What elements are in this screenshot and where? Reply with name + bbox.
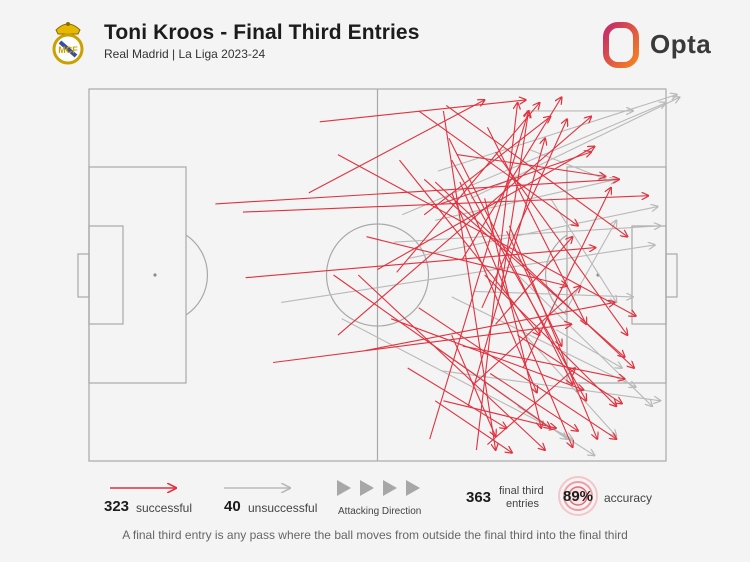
successful-pass — [487, 368, 575, 446]
successful-pass — [434, 400, 512, 453]
opta-brand-text: Opta — [650, 29, 712, 59]
successful-pass — [396, 103, 540, 273]
successful-pass — [423, 116, 550, 216]
successful-pass — [451, 159, 587, 401]
successful-pass — [489, 373, 578, 431]
successful-pass — [391, 318, 583, 390]
accuracy-label: accuracy — [604, 491, 653, 505]
unsuccessful-pass — [451, 296, 636, 387]
accuracy-value: 89% — [563, 488, 594, 505]
successful-pass — [484, 274, 617, 406]
successful-pass — [215, 179, 619, 205]
center-circle — [325, 223, 430, 327]
accuracy-ring-icon — [558, 476, 598, 516]
successful-pass — [399, 159, 540, 335]
left-penalty-arc — [185, 234, 208, 316]
successful-pass — [377, 146, 595, 270]
successful-pass — [434, 181, 634, 368]
successful-pass — [443, 400, 556, 428]
successful-pass — [242, 196, 649, 213]
successful-pass — [445, 104, 627, 236]
successful-pass — [451, 192, 537, 393]
unsuccessful-pass — [407, 207, 658, 260]
unsuccessful-pass — [401, 103, 666, 216]
left-penalty-spot — [153, 273, 157, 277]
page-title: Toni Kroos - Final Third Entries — [104, 21, 420, 44]
right-penalty-box — [566, 166, 667, 384]
successful-pass — [333, 274, 551, 428]
successful-pass — [429, 111, 529, 440]
unsuccessful-pass — [511, 269, 652, 407]
right-goal — [665, 253, 678, 298]
unsuccessful-label: unsuccessful — [248, 501, 318, 515]
successful-pass — [273, 324, 571, 364]
right-six-yard-box — [631, 225, 667, 325]
left-six-yard-box — [88, 225, 124, 325]
successful-pass — [495, 237, 573, 325]
successful-pass — [337, 116, 591, 336]
successful-pass — [418, 110, 578, 226]
successful-passes — [215, 97, 648, 453]
attacking-direction-label: Attacking Direction — [338, 506, 422, 517]
successful-pass — [459, 181, 573, 447]
unsuccessful-pass — [555, 329, 622, 368]
entries-count: 363 — [466, 489, 492, 506]
successful-pass — [442, 110, 495, 450]
opta-logo-icon — [603, 22, 639, 68]
successful-pass — [245, 248, 596, 279]
unsuccessful-pass — [550, 198, 617, 302]
successful-pass — [407, 367, 507, 428]
header: MCF Toni Kroos - Final Third Entries Rea… — [0, 0, 750, 80]
successful-pass — [508, 225, 597, 439]
pitch-markings — [77, 88, 678, 462]
svg-text:MCF: MCF — [58, 45, 78, 55]
successful-pass — [522, 188, 611, 369]
entries-label-line1: final third — [499, 485, 544, 497]
successful-pass — [481, 119, 567, 309]
unsuccessful-pass — [341, 318, 573, 439]
successful-pass — [357, 274, 545, 450]
footer-note: A final third entry is any pass where th… — [122, 528, 628, 542]
successful-pass — [418, 307, 617, 439]
successful-label: successful — [136, 501, 193, 515]
successful-pass — [467, 138, 545, 407]
left-goal — [77, 253, 90, 298]
successful-pass — [462, 345, 625, 379]
entries-label-line2: entries — [506, 498, 540, 510]
successful-pass — [500, 111, 528, 289]
unsuccessful-pass — [435, 179, 616, 221]
successful-count: 323 — [104, 498, 130, 515]
real-madrid-crest-icon: MCF — [52, 22, 84, 65]
attacking-direction-arrows-icon — [337, 480, 420, 496]
successful-pass — [486, 127, 586, 324]
successful-pass — [319, 100, 526, 123]
left-penalty-box — [88, 166, 187, 384]
page-subtitle: Real Madrid | La Liga 2023-24 — [104, 47, 266, 61]
unsuccessful-pass — [437, 95, 677, 172]
successful-pass — [365, 302, 615, 352]
successful-pass — [462, 97, 562, 259]
successful-pass — [440, 152, 592, 205]
successful-pass — [506, 230, 562, 346]
successful-pass — [308, 100, 485, 194]
successful-pass — [473, 286, 581, 385]
successful-pass — [475, 103, 517, 451]
unsuccessful-count: 40 — [224, 498, 241, 515]
successful-pass — [457, 154, 605, 177]
